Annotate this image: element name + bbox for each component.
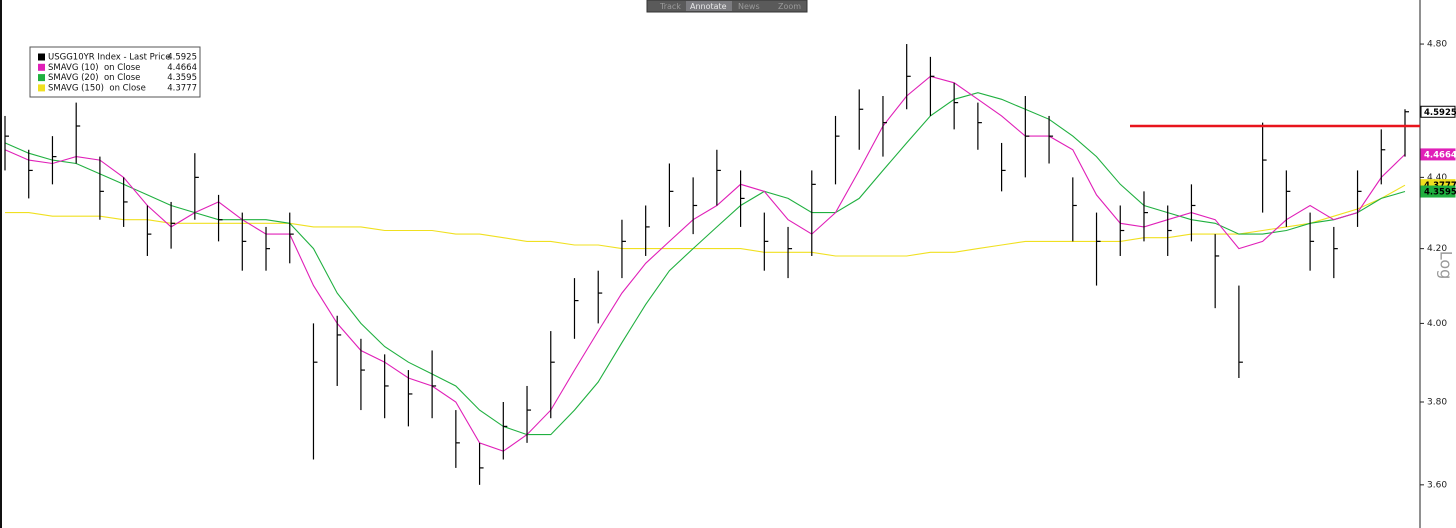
legend-value: 4.5925 <box>167 53 197 63</box>
legend-swatch <box>38 63 45 71</box>
legend-value: 4.3595 <box>167 73 197 83</box>
value-tag <box>1420 105 1456 118</box>
value-tag <box>1420 185 1456 198</box>
legend-label: SMAVG (150) on Close <box>48 83 146 93</box>
toolbar-active <box>686 1 732 11</box>
legend-box <box>29 46 201 98</box>
y-tick-label: 4.80 <box>1427 40 1447 50</box>
axis-label: Log <box>1437 251 1456 280</box>
y-tick-label: 3.80 <box>1427 397 1447 407</box>
toolbar-button[interactable]: Annotate <box>690 2 727 11</box>
y-tick-label: 4.00 <box>1427 319 1447 329</box>
legend-swatch <box>38 53 45 61</box>
value-tag-label: 4.3595 <box>1424 188 1456 198</box>
legend-swatch <box>38 74 45 82</box>
toolbar-button[interactable]: Zoom <box>778 2 801 11</box>
moving-average-line <box>4 92 1406 436</box>
y-tick-label: 4.20 <box>1427 244 1447 254</box>
legend-value: 4.4664 <box>167 63 197 73</box>
left-edge <box>0 0 2 528</box>
legend-label: SMAVG (20) on Close <box>48 73 140 83</box>
value-tag-label: 4.5925 <box>1424 108 1456 118</box>
legend-label: SMAVG (10) on Close <box>48 63 140 73</box>
legend-value: 4.3777 <box>167 83 197 93</box>
y-tick-label: 4.40 <box>1427 173 1447 183</box>
legend-label: USGG10YR Index - Last Price <box>48 53 170 63</box>
moving-average-line <box>4 75 1406 452</box>
toolbar-button[interactable]: News <box>738 2 760 11</box>
value-tag-label: 4.4664 <box>1424 150 1456 160</box>
moving-average-line <box>5 184 1406 257</box>
value-tag <box>1420 148 1456 161</box>
toolbar-button[interactable]: Track <box>659 2 681 11</box>
y-tick-label: 3.60 <box>1427 480 1447 490</box>
legend-swatch <box>38 84 45 92</box>
